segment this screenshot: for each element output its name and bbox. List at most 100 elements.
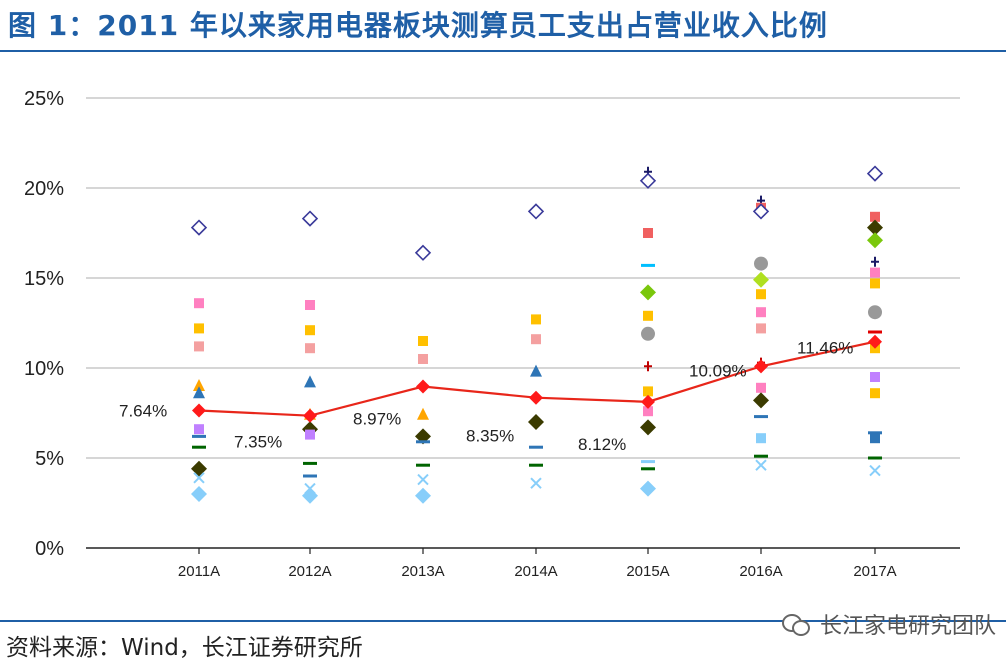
average-data-label: 8.35%: [466, 427, 514, 446]
y-tick-label: 15%: [24, 268, 64, 290]
scatter-point: [754, 415, 768, 419]
scatter-point: [870, 278, 880, 289]
scatter-point: [531, 314, 541, 325]
scatter-point: [869, 464, 881, 477]
scatter-point: [530, 364, 542, 377]
scatter-point: [418, 354, 428, 364]
average-line: [192, 334, 882, 423]
scatter-point: [640, 419, 656, 436]
scatter-point: [870, 388, 880, 399]
scatter-point: [416, 440, 430, 444]
scatter-point: [192, 445, 206, 449]
scatter-point: [305, 325, 315, 336]
scatter-point: [868, 431, 882, 435]
scatter-point: [871, 256, 879, 267]
average-point: [416, 379, 430, 394]
scatter-point: [756, 433, 766, 444]
scatter-point: [194, 323, 204, 334]
scatter-point: [868, 456, 882, 460]
scatter-point: [191, 460, 207, 477]
scatter-point: [417, 407, 429, 420]
x-tick-label: 2014A: [514, 563, 557, 580]
average-data-label: 7.35%: [234, 433, 282, 452]
title-rule: [0, 50, 1006, 52]
average-point: [303, 408, 317, 423]
gridlines: 0% 5% 10% 15% 20% 25%: [24, 88, 960, 560]
scatter-point: [417, 473, 429, 486]
scatter-point: [640, 284, 656, 301]
scatter-point: [643, 386, 653, 397]
x-tick-label: 2011A: [178, 563, 220, 580]
watermark-text: 长江家电研究团队: [819, 614, 996, 639]
source-note: 资料来源：Wind，长江证券研究所: [6, 635, 363, 661]
average-point: [529, 390, 543, 405]
y-tick-label: 20%: [24, 178, 64, 200]
scatter-point: [753, 271, 769, 288]
scatter-point: [414, 244, 432, 261]
average-point: [192, 403, 206, 418]
scatter-point: [527, 203, 545, 220]
scatter-point: [529, 463, 543, 467]
average-line-path: [198, 340, 876, 417]
scatter-point: [753, 392, 769, 409]
scatter-point: [303, 461, 317, 465]
scatter-point: [302, 487, 318, 504]
scatter-point: [304, 375, 316, 388]
scatter-point: [867, 219, 883, 236]
scatter-point: [528, 414, 544, 430]
y-tick-label: 0%: [35, 538, 64, 560]
scatter-point: [192, 434, 206, 438]
footer-rule: [0, 620, 1006, 622]
scatter-point: [641, 263, 655, 267]
scatter-points: [190, 165, 884, 504]
scatter-point: [641, 326, 655, 341]
scatter-point: [752, 203, 770, 220]
scatter-point: [194, 424, 204, 435]
scatter-point: [754, 256, 768, 271]
x-tick-label: 2016A: [739, 563, 782, 580]
scatter-point: [754, 454, 768, 458]
scatter-point: [870, 267, 880, 278]
scatter-point: [643, 310, 653, 321]
scatter-point: [194, 341, 204, 352]
scatter-point: [756, 289, 766, 300]
y-tick-label: 5%: [35, 448, 64, 470]
x-tick-label: 2013A: [401, 563, 444, 580]
average-point: [641, 394, 655, 409]
scatter-point: [415, 487, 431, 504]
scatter-point: [418, 336, 428, 346]
scatter-point: [641, 460, 655, 464]
wechat-icon: [781, 612, 812, 636]
scatter-point: [867, 232, 883, 249]
x-tick-label: 2015A: [626, 563, 669, 580]
scatter-point: [866, 165, 884, 182]
scatter-point: [639, 172, 657, 189]
scatter-point: [643, 406, 653, 417]
scatter-point: [870, 211, 880, 222]
average-data-label: 8.12%: [578, 435, 626, 454]
average-data-label: 8.97%: [353, 410, 401, 429]
scatter-point: [531, 334, 541, 345]
average-data-label: 7.64%: [119, 401, 167, 420]
scatter-point: [870, 372, 880, 382]
scatter-point: [193, 472, 205, 484]
scatter-point: [870, 433, 880, 444]
scatter-point: [416, 463, 430, 467]
scatter-point: [193, 386, 205, 399]
axes: 2011A 2012A 2013A 2014A 2015A 2016A 2017A: [86, 547, 960, 580]
average-point: [754, 359, 768, 374]
y-tick-label: 10%: [24, 358, 64, 380]
x-tick-label: 2012A: [288, 563, 331, 580]
scatter-point: [868, 330, 882, 334]
scatter-point: [305, 300, 315, 310]
y-tick-label: 25%: [24, 88, 64, 110]
average-data-label: 10.09%: [689, 361, 747, 380]
scatter-point: [190, 219, 208, 236]
scatter-point: [755, 459, 767, 471]
chart-title: 图 1：2011 年以来家用电器板块测算员工支出占营业收入比例: [8, 9, 828, 42]
scatter-point: [305, 429, 315, 440]
scatter-point: [193, 379, 205, 391]
scatter-point: [530, 477, 542, 489]
chart: 0% 5% 10% 15% 20% 25% 2011A 2012A 2013A 2014A 201…: [24, 88, 960, 580]
scatter-point: [301, 210, 319, 227]
